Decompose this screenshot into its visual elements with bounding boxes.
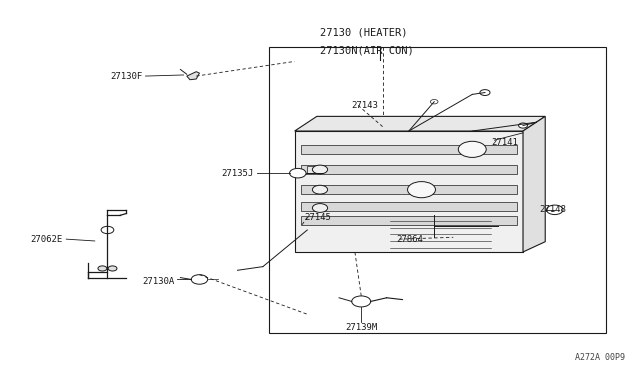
Text: 27130N(AIR CON): 27130N(AIR CON) bbox=[320, 45, 413, 55]
Text: 27139M: 27139M bbox=[345, 323, 378, 331]
Bar bbox=[301, 216, 516, 225]
Circle shape bbox=[312, 203, 328, 212]
Text: 27135J: 27135J bbox=[221, 169, 253, 178]
Text: 27864: 27864 bbox=[396, 235, 423, 244]
Bar bbox=[301, 202, 516, 211]
Circle shape bbox=[108, 266, 117, 271]
Circle shape bbox=[408, 182, 435, 198]
Circle shape bbox=[352, 296, 371, 307]
Bar bbox=[301, 145, 516, 154]
Circle shape bbox=[430, 100, 438, 104]
Text: 27141: 27141 bbox=[492, 138, 518, 147]
Circle shape bbox=[518, 123, 527, 128]
Text: 27130F: 27130F bbox=[110, 71, 142, 81]
Text: 27145: 27145 bbox=[304, 213, 331, 222]
Polygon shape bbox=[187, 72, 200, 80]
Circle shape bbox=[289, 169, 306, 178]
Bar bbox=[269, 47, 605, 333]
Bar bbox=[307, 166, 323, 173]
Circle shape bbox=[98, 266, 107, 271]
Text: 27130A: 27130A bbox=[142, 277, 174, 286]
Bar bbox=[294, 131, 523, 252]
Text: 27148: 27148 bbox=[539, 205, 566, 214]
Circle shape bbox=[101, 226, 114, 234]
Circle shape bbox=[480, 90, 490, 96]
Text: 27143: 27143 bbox=[352, 101, 379, 110]
Polygon shape bbox=[294, 116, 545, 131]
Polygon shape bbox=[523, 116, 545, 252]
Bar bbox=[301, 165, 516, 174]
Circle shape bbox=[458, 141, 486, 157]
Circle shape bbox=[312, 185, 328, 194]
Circle shape bbox=[547, 205, 563, 215]
Text: 27062E: 27062E bbox=[31, 235, 63, 244]
Bar bbox=[301, 185, 516, 194]
Text: 27130 (HEATER): 27130 (HEATER) bbox=[320, 27, 408, 37]
Circle shape bbox=[191, 275, 208, 284]
Circle shape bbox=[312, 165, 328, 174]
Text: A272A 00P9: A272A 00P9 bbox=[575, 353, 625, 362]
